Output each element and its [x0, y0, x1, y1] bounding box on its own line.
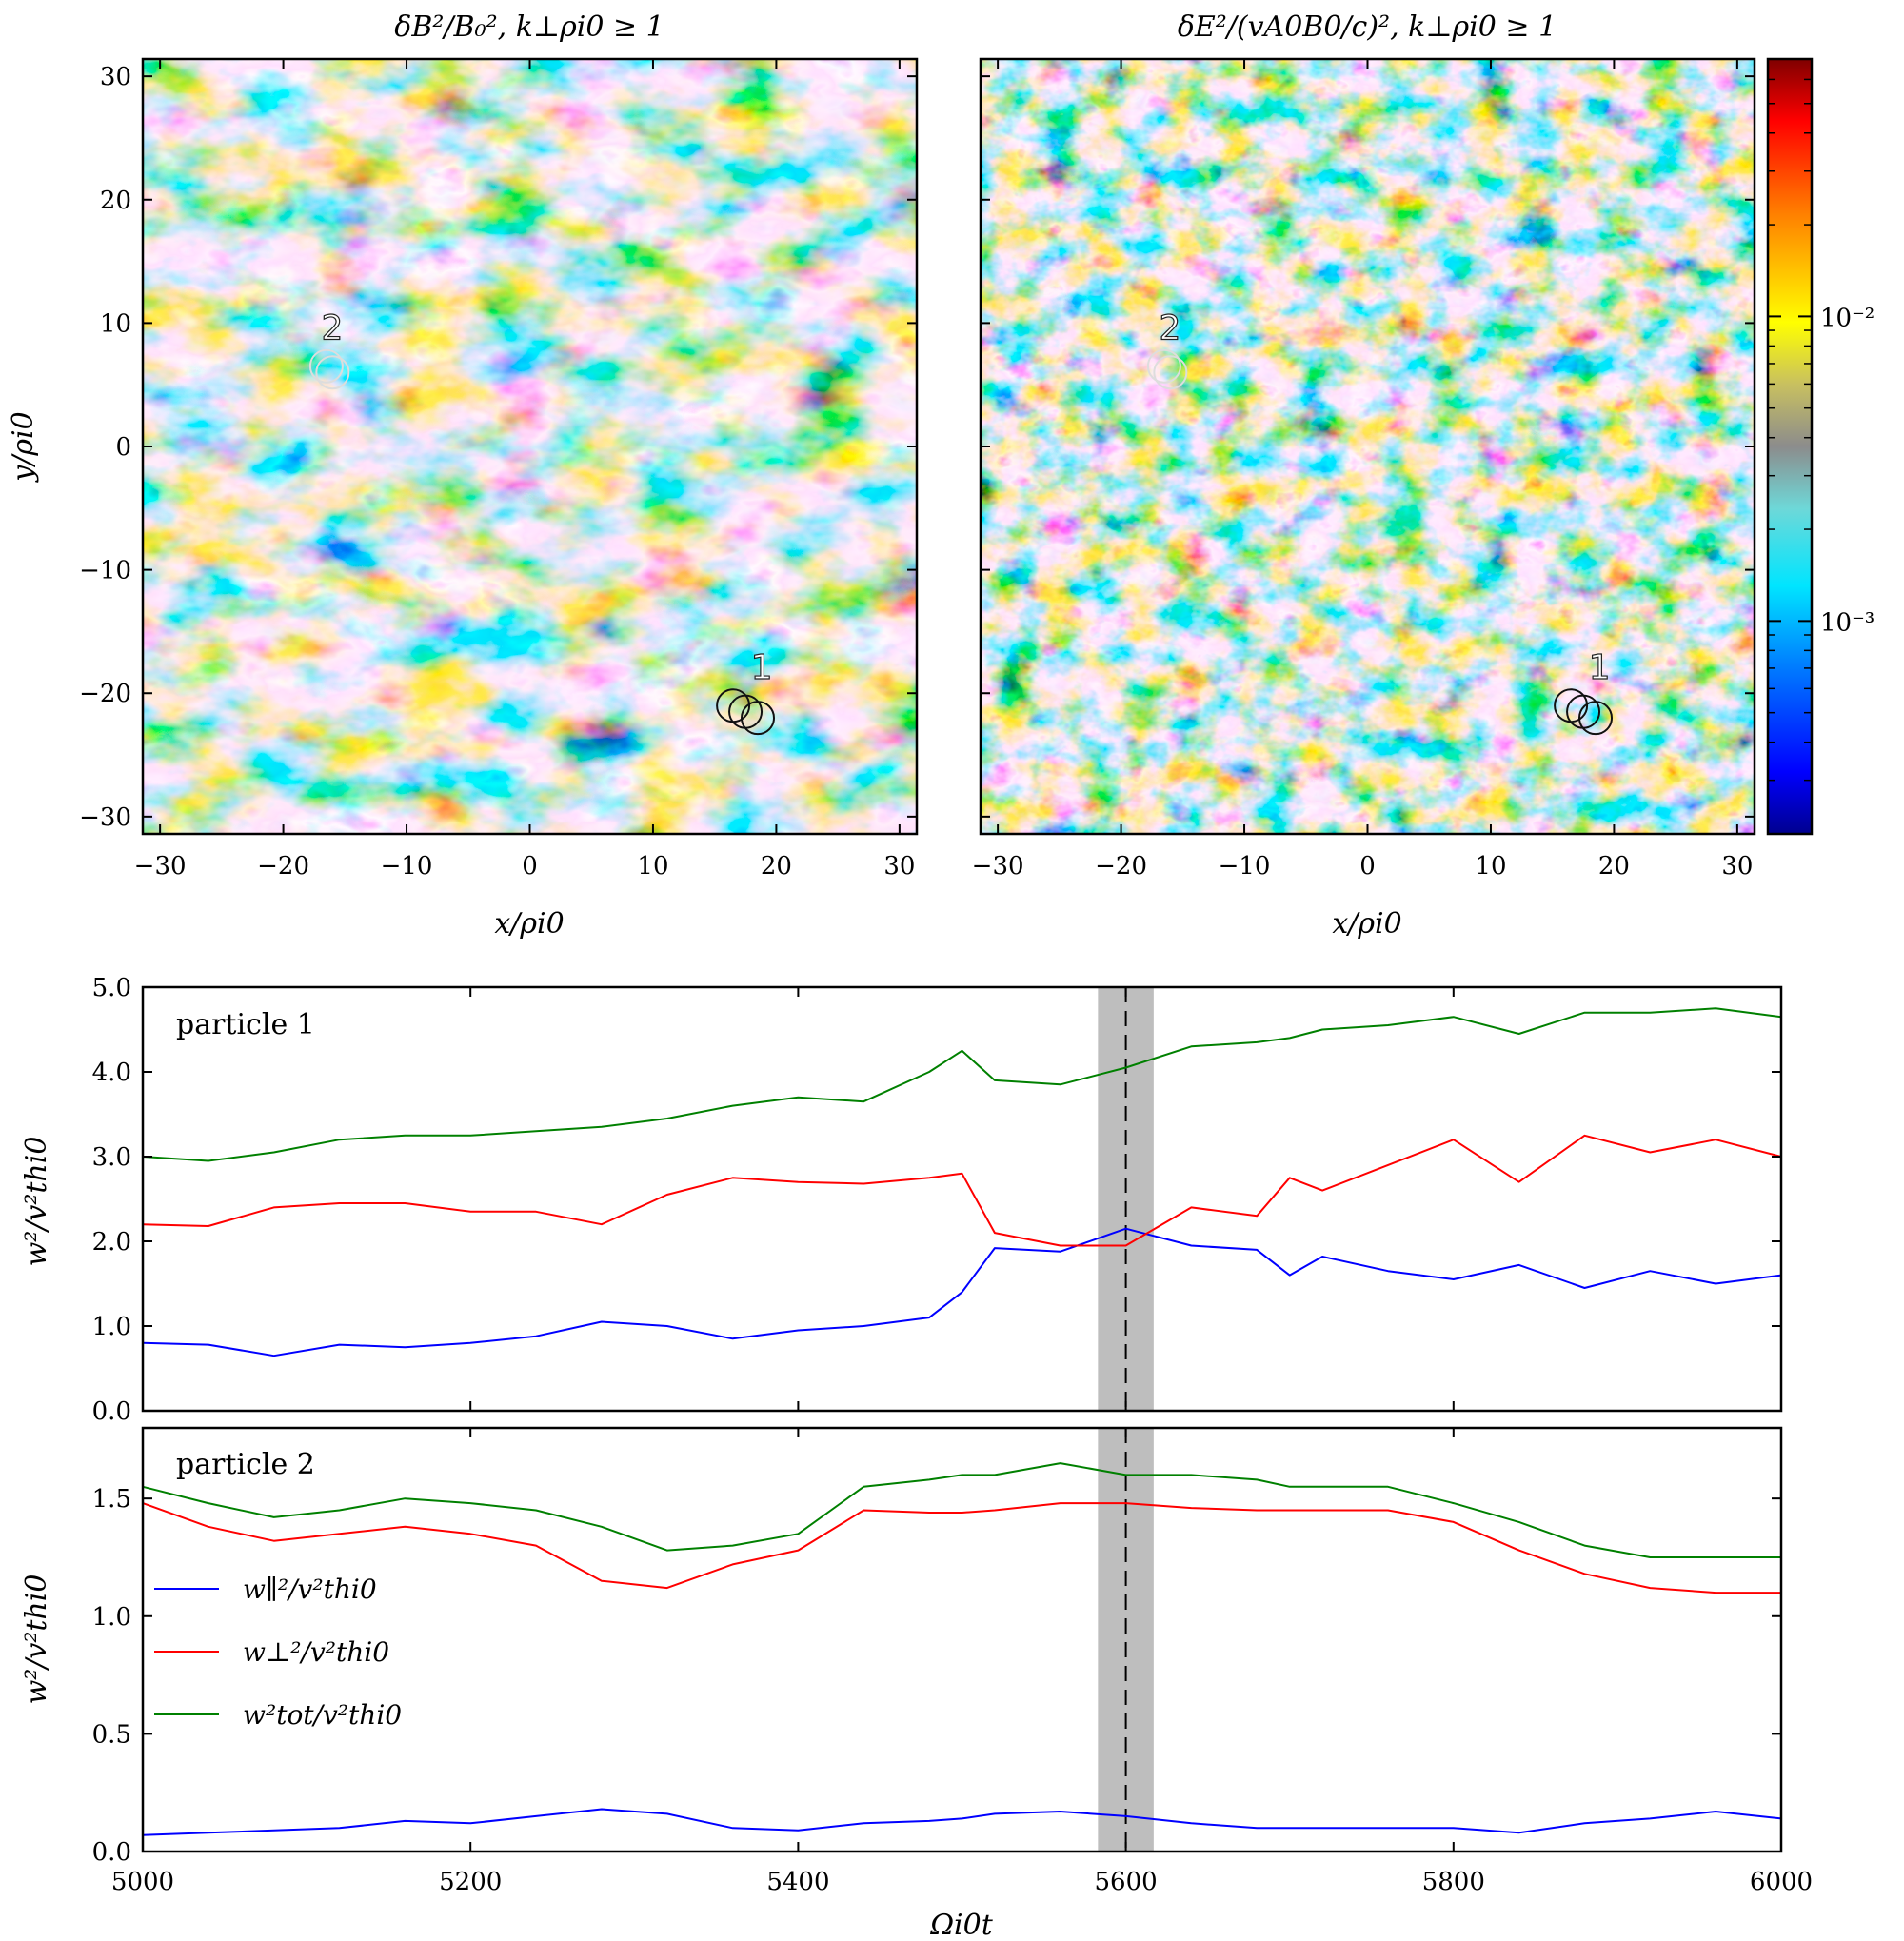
x-tick-label: −10: [381, 852, 433, 881]
particle-2-label: 2: [1159, 309, 1180, 348]
heatmap-deltaE: δE²/(vA0B0/c)², k⊥ρi0 ≥ 1: [979, 10, 1756, 836]
y-tick-label: 0: [115, 433, 131, 462]
y-tick-label: 30: [100, 63, 131, 91]
y-tick-label: 2.0: [92, 1228, 131, 1257]
particle-2-orbit-circle: [315, 355, 350, 390]
x-tick-label: 5600: [1095, 1868, 1158, 1896]
x-tick-label: −20: [1095, 852, 1147, 881]
x-tick-label: 5000: [111, 1868, 174, 1896]
colorbar-tick-label: 10⁻³: [1820, 608, 1874, 637]
x-tick-label: 20: [761, 852, 792, 881]
y-tick-label: 1.0: [92, 1603, 131, 1632]
x-tick-label: 5200: [439, 1868, 502, 1896]
particle-2-orbit-circle: [1153, 355, 1188, 390]
x-tick-label: 5800: [1422, 1868, 1485, 1896]
x-tick-label: 30: [883, 852, 915, 881]
legend-label-parallel: w∥²/v²thi0: [243, 1574, 377, 1605]
highlight-band: [1098, 1428, 1154, 1852]
timeseries-xlabel: Ωi0t: [929, 1909, 994, 1941]
y-tick-label: −20: [79, 680, 131, 708]
x-tick-label: 6000: [1750, 1868, 1813, 1896]
x-tick-label: 0: [522, 852, 538, 881]
panel-label-particle-2: particle 2: [176, 1448, 315, 1481]
legend-label-tot: w²tot/v²thi0: [243, 1699, 402, 1731]
particle-2-orbit-circle: [308, 348, 344, 384]
heatmap-deltaB: δB²/B₀², k⊥ρi0 ≥ 1: [141, 10, 919, 836]
timeseries-particle-2: particle 2: [141, 1426, 1783, 1853]
x-tick-label: −20: [257, 852, 309, 881]
series-line-perp: [142, 1134, 1782, 1247]
panel1-ylabel: w²/v²thi0: [20, 1137, 53, 1267]
particle-2-orbit-circle: [1146, 348, 1181, 384]
heatmap-field-texture: [981, 59, 1755, 834]
y-tick-label: 0.0: [92, 1397, 131, 1426]
panel-label-particle-1: particle 1: [176, 1008, 315, 1041]
y-tick-label: 4.0: [92, 1059, 131, 1087]
x-tick-label: 5400: [766, 1868, 829, 1896]
y-tick-label: 0.5: [92, 1720, 131, 1749]
series-line-parallel: [142, 1227, 1782, 1357]
colorbar: 10⁻² 10⁻³: [1766, 57, 1874, 836]
legend-label-perp: w⊥²/v²thi0: [243, 1636, 389, 1668]
panel2-ylabel: w²/v²thi0: [20, 1575, 53, 1705]
panel-frame: [141, 985, 1783, 1413]
x-tick-label: −10: [1219, 852, 1271, 881]
heatmap-right-xlabel: x/ρi0: [1332, 907, 1401, 941]
heatmap-right-title: δE²/(vA0B0/c)², k⊥ρi0 ≥ 1: [1178, 10, 1557, 44]
series-line-tot: [142, 1007, 1782, 1162]
heatmap-left-xlabel: x/ρi0: [494, 907, 564, 941]
x-tick-label: 10: [1475, 852, 1506, 881]
legend: w∥²/v²thi0 w⊥²/v²thi0 w²tot/v²thi0: [154, 1574, 402, 1731]
x-tick-label: 30: [1721, 852, 1753, 881]
series-line-parallel: [142, 1808, 1782, 1836]
particle-2-label: 2: [321, 309, 343, 348]
y-tick-label: 10: [100, 309, 131, 338]
heatmap-left-title: δB²/B₀², k⊥ρi0 ≥ 1: [394, 10, 664, 44]
y-tick-label: 1.0: [92, 1313, 131, 1341]
x-tick-label: 0: [1359, 852, 1376, 881]
particle-1-orbit-circle: [740, 701, 775, 736]
particle-markers: 1 2 1 2: [308, 308, 1613, 736]
series-line-tot: [142, 1462, 1781, 1558]
panel-frame: [141, 1426, 1783, 1853]
heatmap-field-texture: [143, 59, 917, 834]
y-tick-label: −10: [79, 557, 131, 585]
y-tick-label: 1.5: [92, 1485, 131, 1514]
particle-1-label: 1: [751, 648, 773, 687]
x-tick-label: 20: [1598, 852, 1630, 881]
highlight-band: [1098, 987, 1154, 1411]
timeseries-axes: 0.0 1.0 2.0 3.0 4.0 5.0 5000 5200 5400 5600 5800 60…: [92, 974, 1813, 1896]
x-tick-label: −30: [134, 852, 187, 881]
colorbar-tick-label: 10⁻²: [1820, 304, 1874, 332]
timeseries-particle-1: particle 1: [141, 985, 1783, 1413]
y-tick-label: 3.0: [92, 1143, 131, 1172]
y-tick-label: −30: [79, 803, 131, 832]
y-tick-label: 5.0: [92, 974, 131, 1002]
series-line-perp: [142, 1502, 1781, 1594]
x-tick-label: 10: [637, 852, 668, 881]
colorbar-gradient: [1766, 57, 1814, 836]
x-tick-label: −30: [972, 852, 1024, 881]
particle-1-label: 1: [1589, 648, 1611, 687]
y-tick-label: 20: [100, 187, 131, 215]
particle-1-orbit-circle: [1577, 701, 1613, 736]
y-tick-label: 0.0: [92, 1838, 131, 1867]
heatmap-ylabel: y/ρi0: [7, 411, 40, 483]
